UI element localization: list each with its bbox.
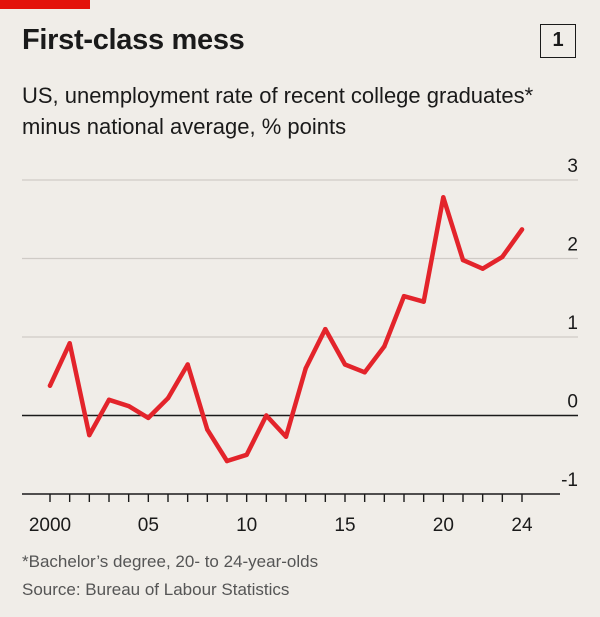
y-tick-label: 1	[567, 313, 578, 334]
y-tick-label: 3	[567, 156, 578, 177]
data-point	[165, 396, 171, 401]
data-point	[244, 452, 249, 457]
chart-footnote: *Bachelor’s degree, 20- to 24-year-olds	[22, 552, 319, 571]
data-point	[362, 370, 367, 375]
x-tick-label: 10	[236, 515, 257, 536]
x-tick-label: 15	[334, 515, 355, 536]
data-point	[106, 397, 112, 402]
data-point	[185, 362, 190, 367]
data-point	[519, 227, 525, 232]
data-point	[283, 434, 289, 439]
data-point	[205, 427, 210, 432]
data-point	[342, 362, 348, 367]
data-point	[126, 403, 131, 409]
series-line	[47, 195, 525, 464]
data-point	[87, 432, 92, 438]
data-point	[323, 326, 328, 332]
chart-subtitle: US, unemployment rate of recent college …	[22, 83, 534, 139]
data-point	[382, 344, 387, 349]
data-point	[401, 293, 407, 299]
data-point	[460, 257, 466, 263]
chart-source: Source: Bureau of Labour Statistics	[22, 580, 290, 599]
data-point	[47, 383, 53, 388]
data-point	[264, 413, 269, 418]
chart-title: First-class mess	[22, 24, 245, 56]
data-point	[224, 458, 230, 464]
data-point	[441, 195, 446, 200]
y-tick-label: 0	[567, 392, 578, 413]
brand-tag	[0, 0, 90, 9]
y-tick-label: 2	[567, 235, 578, 256]
data-point	[303, 366, 308, 371]
x-tick-label: 24	[511, 515, 533, 536]
data-point	[146, 415, 151, 421]
data-point	[67, 341, 72, 346]
data-point	[480, 266, 485, 271]
chart-number-badge: 1	[540, 24, 576, 58]
x-tick-label: 20	[433, 515, 454, 536]
x-tick-label: 2000	[29, 515, 71, 536]
data-point	[421, 299, 426, 304]
x-tick-label: 05	[138, 515, 159, 536]
y-tick-label: -1	[561, 470, 578, 491]
data-point	[500, 254, 505, 260]
